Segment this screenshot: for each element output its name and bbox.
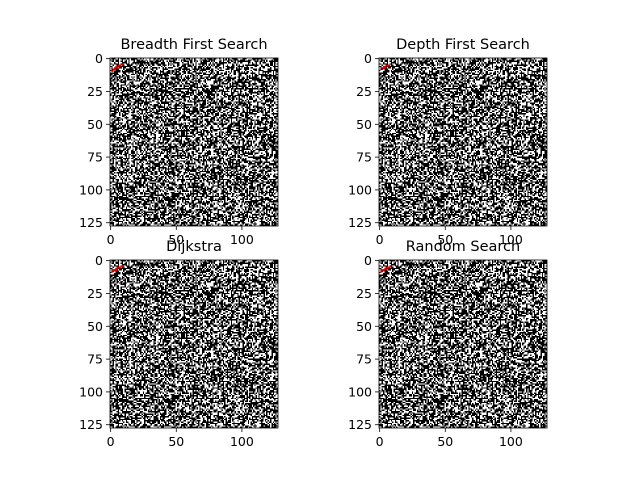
subplot-dijkstra: Dijkstra 0 50 100 0 25 50 75 100 125 <box>79 239 279 449</box>
axes-frame <box>109 57 279 227</box>
axes-frame <box>378 259 548 429</box>
path-cell <box>113 269 117 272</box>
path-cell <box>382 67 386 70</box>
path-cell <box>386 266 389 269</box>
y-tick-label: 25 <box>356 286 372 301</box>
path-cell <box>115 269 118 272</box>
path-cell <box>119 266 122 269</box>
subplot-title: Breadth First Search <box>120 37 267 53</box>
subplot-title: Random Search <box>406 239 520 255</box>
subplot-breadth-first-search: Breadth First Search 0 50 100 0 25 50 75 100 125 <box>79 37 279 247</box>
path-cell <box>119 64 122 67</box>
maze-image <box>110 58 278 226</box>
y-tick-label: 0 <box>95 51 103 66</box>
y-tick-label: 50 <box>87 319 103 334</box>
path-cell <box>112 269 115 272</box>
y-tick-label: 125 <box>79 417 103 432</box>
y-tick-label: 75 <box>356 352 372 367</box>
subplot-title: Depth First Search <box>396 37 530 53</box>
maze-image <box>379 260 547 428</box>
path-cell <box>120 63 123 66</box>
y-tick-label: 125 <box>348 215 372 230</box>
path-cell <box>386 64 389 67</box>
path-cell <box>381 269 384 272</box>
y-tick-label: 75 <box>87 150 103 165</box>
x-tick-label: 0 <box>107 434 115 449</box>
x-tick-label: 100 <box>499 232 523 247</box>
path-cell <box>388 64 391 67</box>
x-tick-label: 100 <box>499 434 523 449</box>
path-cell <box>382 269 386 272</box>
y-tick-label: 125 <box>348 417 372 432</box>
y-tick-label: 0 <box>364 51 372 66</box>
path-cell <box>120 265 123 268</box>
path-cell <box>111 69 114 72</box>
y-tick-label: 75 <box>356 150 372 165</box>
x-tick-label: 0 <box>376 232 384 247</box>
path-cell <box>115 267 118 270</box>
y-tick-label: 100 <box>79 384 103 399</box>
path-cell <box>384 65 387 68</box>
path-cell <box>116 67 119 70</box>
y-tick-label: 25 <box>87 286 103 301</box>
path-cell <box>381 67 384 70</box>
y-tick-label: 50 <box>356 117 372 132</box>
x-tick-label: 0 <box>376 434 384 449</box>
path-cell <box>117 266 120 269</box>
path-cell <box>385 64 388 67</box>
path-cell <box>116 65 119 68</box>
x-tick-label: 0 <box>107 232 115 247</box>
path-cell <box>116 266 119 269</box>
path-cell <box>380 270 383 273</box>
path-cell <box>113 68 117 71</box>
path-cell <box>113 67 117 70</box>
x-tick-label: 50 <box>437 434 453 449</box>
path-cell <box>115 65 118 68</box>
x-tick-label: 100 <box>230 434 254 449</box>
subplot-depth-first-search: Depth First Search 0 50 100 0 25 50 75 100 125 <box>348 37 548 247</box>
path-cell <box>112 68 115 71</box>
maze-image <box>110 260 278 428</box>
y-tick-label: 0 <box>95 253 103 268</box>
subplot-title: Dijkstra <box>166 239 222 255</box>
path-cell <box>121 265 124 268</box>
x-tick-label: 100 <box>230 232 254 247</box>
axes-frame <box>109 259 279 429</box>
x-tick-label: 50 <box>437 232 453 247</box>
path-cell <box>382 65 386 68</box>
y-tick-label: 100 <box>79 182 103 197</box>
y-tick-label: 25 <box>87 84 103 99</box>
path-cell <box>385 266 388 269</box>
path-cell <box>117 64 120 67</box>
x-tick-label: 50 <box>168 434 184 449</box>
subplot-random-search: Random Search 0 50 100 0 25 50 75 100 125 <box>348 239 548 449</box>
y-tick-label: 100 <box>348 384 372 399</box>
path-cell <box>389 265 392 268</box>
y-tick-label: 25 <box>356 84 372 99</box>
y-tick-label: 100 <box>348 182 372 197</box>
axes-frame <box>378 57 548 227</box>
maze-image <box>379 58 547 226</box>
y-tick-label: 125 <box>79 215 103 230</box>
y-tick-label: 50 <box>356 319 372 334</box>
y-tick-label: 0 <box>364 253 372 268</box>
path-cell <box>384 267 387 270</box>
y-tick-label: 50 <box>87 117 103 132</box>
path-cell <box>121 63 124 66</box>
path-cell <box>385 267 388 270</box>
path-cell <box>111 270 114 273</box>
path-cell <box>388 266 391 269</box>
y-tick-label: 75 <box>87 352 103 367</box>
x-tick-label: 50 <box>168 232 184 247</box>
